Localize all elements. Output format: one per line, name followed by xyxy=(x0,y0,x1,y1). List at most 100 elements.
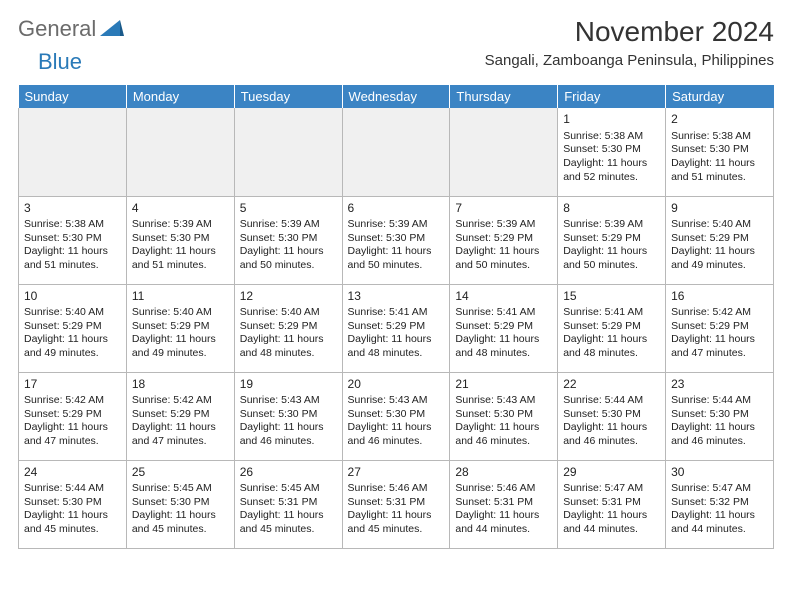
calendar-day-cell: 25Sunrise: 5:45 AMSunset: 5:30 PMDayligh… xyxy=(126,460,234,548)
sunrise-text: Sunrise: 5:44 AM xyxy=(671,394,768,408)
calendar-day-cell: 1Sunrise: 5:38 AMSunset: 5:30 PMDaylight… xyxy=(558,108,666,196)
weekday-saturday: Saturday xyxy=(666,85,774,108)
sunrise-text: Sunrise: 5:44 AM xyxy=(563,394,660,408)
calendar-week-row: 10Sunrise: 5:40 AMSunset: 5:29 PMDayligh… xyxy=(19,284,774,372)
calendar-day-cell: 18Sunrise: 5:42 AMSunset: 5:29 PMDayligh… xyxy=(126,372,234,460)
day-number: 17 xyxy=(24,377,121,393)
day-number: 26 xyxy=(240,465,337,481)
calendar-day-cell: 16Sunrise: 5:42 AMSunset: 5:29 PMDayligh… xyxy=(666,284,774,372)
sunset-text: Sunset: 5:30 PM xyxy=(132,232,229,246)
weekday-tuesday: Tuesday xyxy=(234,85,342,108)
sunset-text: Sunset: 5:32 PM xyxy=(671,496,768,510)
calendar-day-cell: 8Sunrise: 5:39 AMSunset: 5:29 PMDaylight… xyxy=(558,196,666,284)
logo-triangle-icon xyxy=(100,20,124,38)
day-number: 16 xyxy=(671,289,768,305)
sunset-text: Sunset: 5:31 PM xyxy=(348,496,445,510)
calendar-day-cell: 19Sunrise: 5:43 AMSunset: 5:30 PMDayligh… xyxy=(234,372,342,460)
calendar-day-cell xyxy=(342,108,450,196)
sunrise-text: Sunrise: 5:41 AM xyxy=(348,306,445,320)
sunset-text: Sunset: 5:29 PM xyxy=(455,320,552,334)
sunset-text: Sunset: 5:31 PM xyxy=(455,496,552,510)
sunset-text: Sunset: 5:31 PM xyxy=(240,496,337,510)
daylight-text: Daylight: 11 hours and 47 minutes. xyxy=(671,333,768,360)
day-number: 18 xyxy=(132,377,229,393)
day-number: 19 xyxy=(240,377,337,393)
calendar-day-cell: 15Sunrise: 5:41 AMSunset: 5:29 PMDayligh… xyxy=(558,284,666,372)
day-number: 23 xyxy=(671,377,768,393)
day-number: 12 xyxy=(240,289,337,305)
daylight-text: Daylight: 11 hours and 45 minutes. xyxy=(348,509,445,536)
daylight-text: Daylight: 11 hours and 50 minutes. xyxy=(348,245,445,272)
daylight-text: Daylight: 11 hours and 44 minutes. xyxy=(563,509,660,536)
calendar-week-row: 3Sunrise: 5:38 AMSunset: 5:30 PMDaylight… xyxy=(19,196,774,284)
sunrise-text: Sunrise: 5:38 AM xyxy=(563,130,660,144)
daylight-text: Daylight: 11 hours and 50 minutes. xyxy=(563,245,660,272)
sunset-text: Sunset: 5:30 PM xyxy=(24,496,121,510)
sunrise-text: Sunrise: 5:43 AM xyxy=(348,394,445,408)
sunrise-text: Sunrise: 5:43 AM xyxy=(240,394,337,408)
calendar-table: Sunday Monday Tuesday Wednesday Thursday… xyxy=(18,85,774,549)
calendar-body: 1Sunrise: 5:38 AMSunset: 5:30 PMDaylight… xyxy=(19,108,774,548)
sunrise-text: Sunrise: 5:45 AM xyxy=(132,482,229,496)
daylight-text: Daylight: 11 hours and 49 minutes. xyxy=(132,333,229,360)
sunset-text: Sunset: 5:29 PM xyxy=(24,320,121,334)
calendar-day-cell: 27Sunrise: 5:46 AMSunset: 5:31 PMDayligh… xyxy=(342,460,450,548)
sunrise-text: Sunrise: 5:40 AM xyxy=(24,306,121,320)
day-number: 15 xyxy=(563,289,660,305)
calendar-week-row: 1Sunrise: 5:38 AMSunset: 5:30 PMDaylight… xyxy=(19,108,774,196)
sunrise-text: Sunrise: 5:40 AM xyxy=(671,218,768,232)
calendar-day-cell: 30Sunrise: 5:47 AMSunset: 5:32 PMDayligh… xyxy=(666,460,774,548)
sunrise-text: Sunrise: 5:47 AM xyxy=(563,482,660,496)
sunrise-text: Sunrise: 5:40 AM xyxy=(132,306,229,320)
calendar-day-cell: 2Sunrise: 5:38 AMSunset: 5:30 PMDaylight… xyxy=(666,108,774,196)
calendar-day-cell: 7Sunrise: 5:39 AMSunset: 5:29 PMDaylight… xyxy=(450,196,558,284)
logo-text-general: General xyxy=(18,16,96,42)
daylight-text: Daylight: 11 hours and 46 minutes. xyxy=(563,421,660,448)
calendar-day-cell: 20Sunrise: 5:43 AMSunset: 5:30 PMDayligh… xyxy=(342,372,450,460)
sunset-text: Sunset: 5:30 PM xyxy=(240,408,337,422)
sunset-text: Sunset: 5:29 PM xyxy=(563,232,660,246)
daylight-text: Daylight: 11 hours and 51 minutes. xyxy=(671,157,768,184)
daylight-text: Daylight: 11 hours and 48 minutes. xyxy=(455,333,552,360)
day-number: 25 xyxy=(132,465,229,481)
weekday-wednesday: Wednesday xyxy=(342,85,450,108)
calendar-week-row: 24Sunrise: 5:44 AMSunset: 5:30 PMDayligh… xyxy=(19,460,774,548)
sunrise-text: Sunrise: 5:43 AM xyxy=(455,394,552,408)
calendar-day-cell: 23Sunrise: 5:44 AMSunset: 5:30 PMDayligh… xyxy=(666,372,774,460)
daylight-text: Daylight: 11 hours and 51 minutes. xyxy=(24,245,121,272)
day-number: 28 xyxy=(455,465,552,481)
sunrise-text: Sunrise: 5:42 AM xyxy=(132,394,229,408)
sunset-text: Sunset: 5:29 PM xyxy=(348,320,445,334)
day-number: 29 xyxy=(563,465,660,481)
daylight-text: Daylight: 11 hours and 45 minutes. xyxy=(24,509,121,536)
calendar-day-cell: 4Sunrise: 5:39 AMSunset: 5:30 PMDaylight… xyxy=(126,196,234,284)
calendar-day-cell: 3Sunrise: 5:38 AMSunset: 5:30 PMDaylight… xyxy=(19,196,127,284)
sunrise-text: Sunrise: 5:47 AM xyxy=(671,482,768,496)
weekday-sunday: Sunday xyxy=(19,85,127,108)
calendar-day-cell: 17Sunrise: 5:42 AMSunset: 5:29 PMDayligh… xyxy=(19,372,127,460)
daylight-text: Daylight: 11 hours and 51 minutes. xyxy=(132,245,229,272)
sunset-text: Sunset: 5:29 PM xyxy=(24,408,121,422)
daylight-text: Daylight: 11 hours and 45 minutes. xyxy=(240,509,337,536)
sunrise-text: Sunrise: 5:39 AM xyxy=(563,218,660,232)
day-number: 1 xyxy=(563,112,660,128)
calendar-day-cell: 21Sunrise: 5:43 AMSunset: 5:30 PMDayligh… xyxy=(450,372,558,460)
calendar-day-cell xyxy=(450,108,558,196)
day-number: 6 xyxy=(348,201,445,217)
weekday-friday: Friday xyxy=(558,85,666,108)
weekday-monday: Monday xyxy=(126,85,234,108)
sunset-text: Sunset: 5:29 PM xyxy=(132,408,229,422)
day-number: 30 xyxy=(671,465,768,481)
sunset-text: Sunset: 5:29 PM xyxy=(671,232,768,246)
sunrise-text: Sunrise: 5:39 AM xyxy=(132,218,229,232)
daylight-text: Daylight: 11 hours and 48 minutes. xyxy=(563,333,660,360)
calendar-day-cell: 26Sunrise: 5:45 AMSunset: 5:31 PMDayligh… xyxy=(234,460,342,548)
sunrise-text: Sunrise: 5:46 AM xyxy=(348,482,445,496)
day-number: 7 xyxy=(455,201,552,217)
sunset-text: Sunset: 5:30 PM xyxy=(348,408,445,422)
calendar-day-cell: 22Sunrise: 5:44 AMSunset: 5:30 PMDayligh… xyxy=(558,372,666,460)
day-number: 27 xyxy=(348,465,445,481)
sunset-text: Sunset: 5:30 PM xyxy=(132,496,229,510)
sunset-text: Sunset: 5:30 PM xyxy=(240,232,337,246)
day-number: 14 xyxy=(455,289,552,305)
